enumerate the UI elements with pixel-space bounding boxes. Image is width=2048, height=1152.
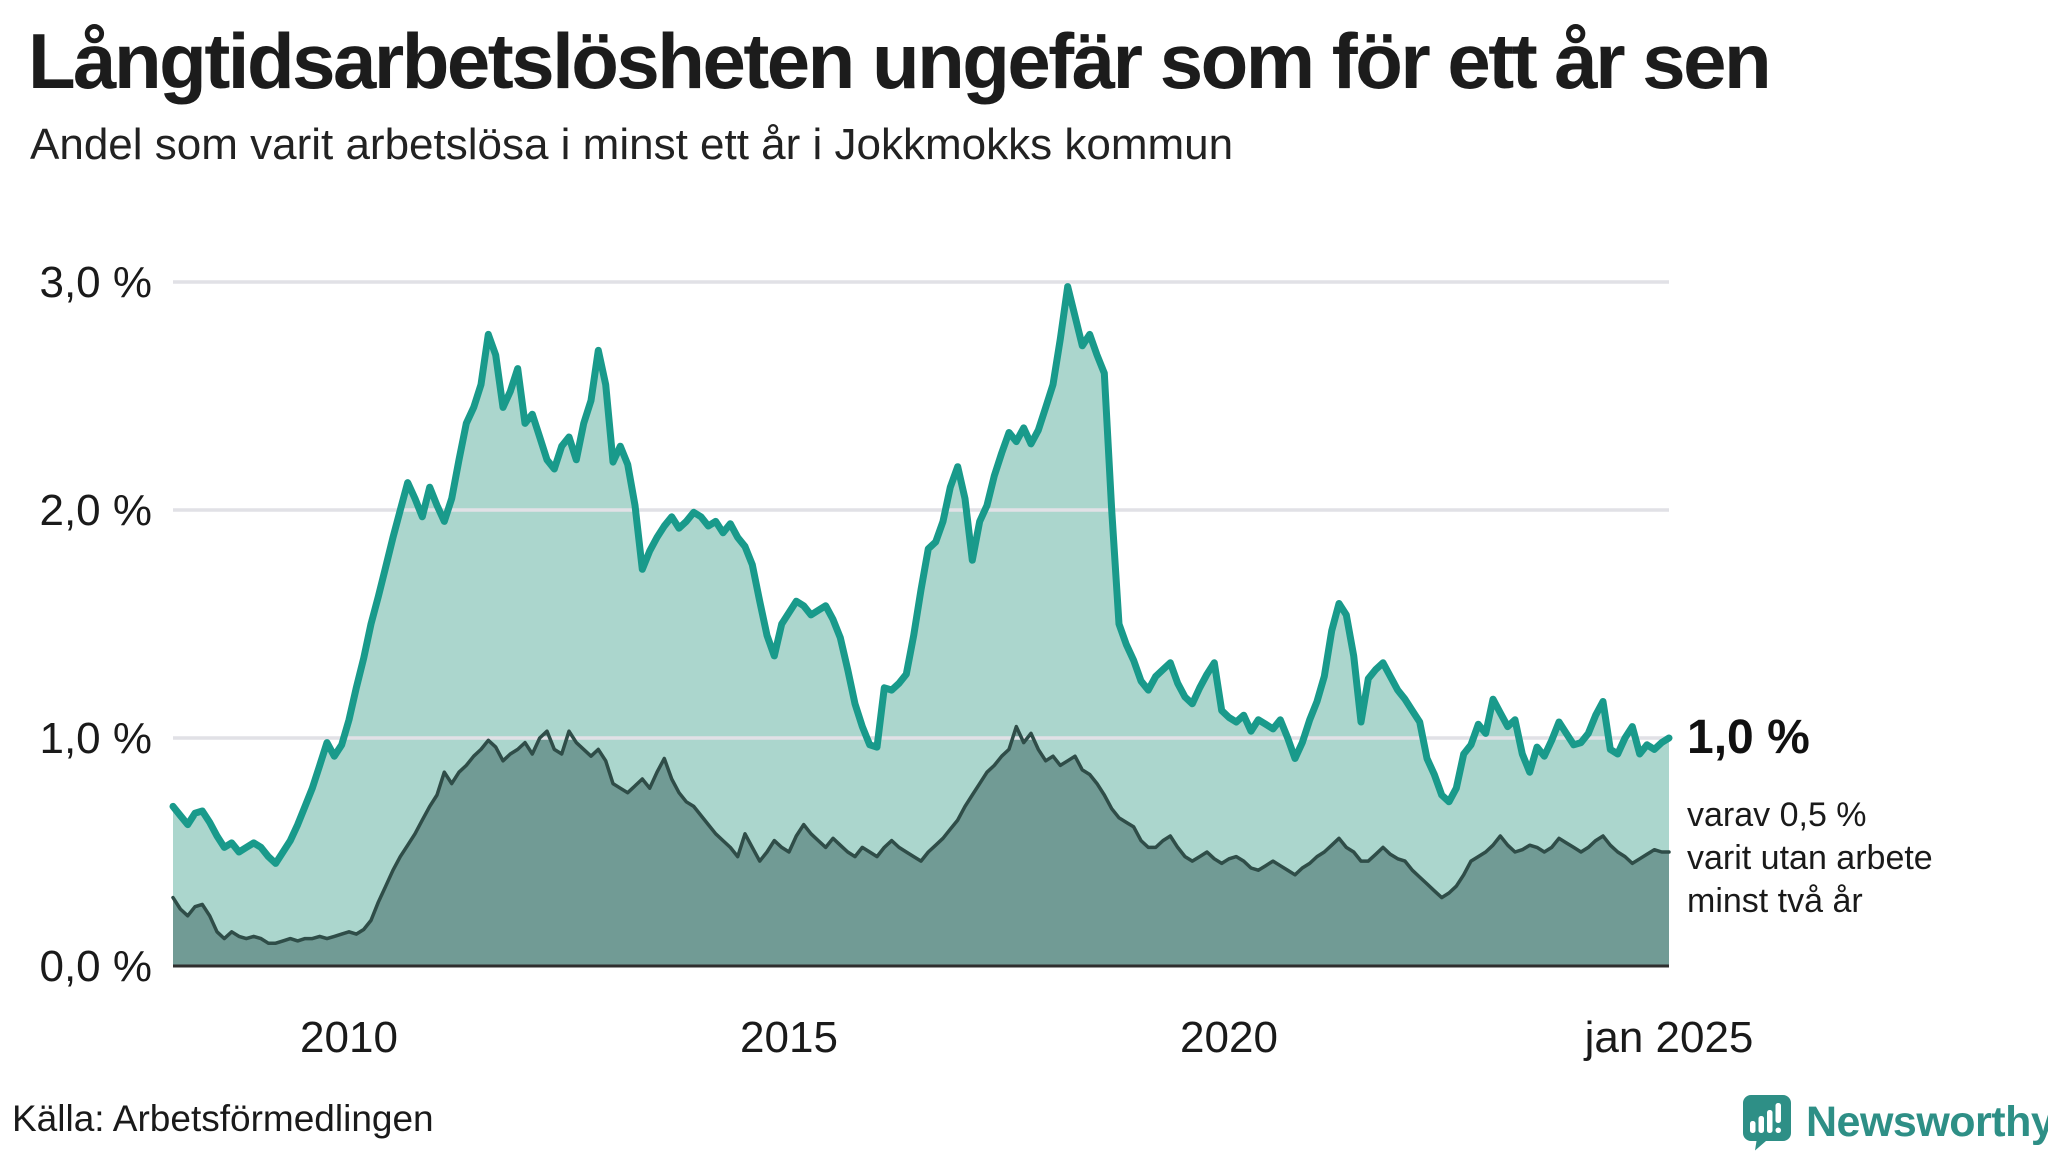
newsworthy-logo: Newsworthy: [1740, 1093, 2048, 1151]
page-subtitle: Andel som varit arbetslösa i minst ett å…: [30, 120, 1234, 169]
y-tick-label: 2,0 %: [39, 486, 152, 535]
y-tick-label: 1,0 %: [39, 714, 152, 763]
annotation-line: varit utan arbete: [1687, 839, 1933, 877]
y-tick-label: 0,0 %: [39, 942, 152, 991]
source-credit: Källa: Arbetsförmedlingen: [12, 1098, 434, 1139]
x-tick-label: jan 2025: [1583, 1013, 1754, 1062]
series-area-1: [173, 726, 1669, 966]
annotation-line: minst två år: [1687, 882, 1863, 920]
end-sub-annotation: varav 0,5 % varit utan arbete minst två …: [1687, 794, 1933, 923]
end-value-annotation: 1,0 %: [1687, 711, 1810, 764]
annotation-line: varav 0,5 %: [1687, 796, 1867, 834]
newsworthy-bubble-icon: [1743, 1095, 1791, 1151]
x-tick-label: 2010: [300, 1013, 398, 1062]
page-title: Långtidsarbetslösheten ungefär som för e…: [28, 17, 1772, 105]
y-tick-label: 3,0 %: [39, 258, 152, 307]
newsworthy-logo-text: Newsworthy: [1806, 1097, 2048, 1146]
series-line-1: [171, 724, 1671, 945]
series-line-0: [169, 283, 1673, 867]
x-tick-label: 2015: [740, 1013, 838, 1062]
x-tick-label: 2020: [1180, 1013, 1278, 1062]
